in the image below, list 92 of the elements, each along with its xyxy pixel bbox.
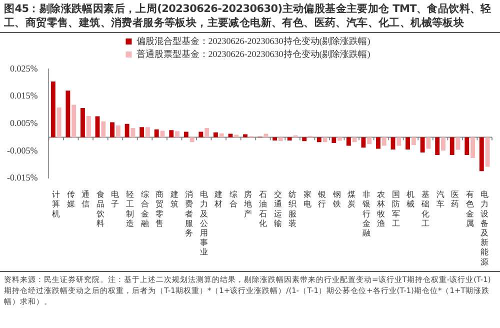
bar [80, 108, 85, 138]
bar [124, 124, 130, 138]
bar [50, 82, 56, 138]
x-tick-label: 食品饮料 [95, 190, 104, 228]
legend-label: 偏股混合型基金：20230626-20230630持仓变动(剔除涨跌幅) [136, 36, 370, 46]
bar [361, 137, 366, 148]
x-tick-label: 石油石化 [258, 190, 267, 228]
bar [338, 137, 342, 141]
x-tick-label: 消费者服务 [185, 190, 194, 238]
x-tick-label: 通信 [82, 190, 90, 209]
x-tick-label: 基础化工 [420, 190, 430, 228]
bar [346, 137, 351, 146]
bar [316, 137, 322, 142]
bar [219, 133, 224, 138]
bar [190, 137, 194, 142]
bar [154, 129, 159, 138]
bar [234, 134, 239, 138]
x-tick-label: 医药 [451, 190, 460, 209]
x-tick-label: 传媒 [66, 190, 75, 209]
bar [278, 137, 283, 142]
y-tick-label: 0.025% [10, 63, 38, 74]
x-tick-label: 机械 [406, 190, 415, 209]
x-tick-label: 有色金属 [466, 190, 474, 228]
x-tick-label: 纺织服装 [288, 190, 297, 228]
bar [352, 137, 357, 142]
bar [450, 137, 454, 155]
bar [470, 137, 476, 158]
bar [485, 137, 490, 167]
bar [146, 127, 150, 138]
bar [441, 137, 446, 151]
y-tick-label: 0.005% [10, 118, 38, 128]
bar [140, 127, 144, 138]
bar [228, 134, 233, 138]
x-tick-label: 商贸零售 [156, 190, 164, 228]
y-tick-label: 0.015% [10, 90, 38, 101]
x-tick-label: 计算机 [52, 190, 60, 218]
x-tick-label: 建材 [214, 190, 223, 209]
bar [302, 137, 307, 142]
x-tick-label: 国防军工 [392, 190, 400, 228]
x-tick-label: 交通运输 [274, 190, 282, 228]
bar [332, 137, 336, 143]
bar [198, 132, 204, 138]
bar [406, 137, 410, 150]
bar [456, 137, 460, 150]
x-tick-label: 煤炭 [348, 190, 356, 209]
bar [264, 134, 268, 138]
x-tick-label: 房地产 [243, 190, 252, 218]
bar [272, 137, 278, 141]
bar [175, 131, 180, 138]
x-tick-label: 建筑 [169, 190, 178, 209]
x-tick-label: 农林牧渔 [376, 190, 386, 228]
x-tick-label: 综合 [229, 190, 238, 209]
bar [382, 137, 386, 146]
y-tick-label: -0.005% [6, 145, 38, 156]
legend-label: 普通股票型基金：20230626-20230630持仓变动(剔除涨跌幅) [136, 48, 370, 59]
bar [101, 121, 106, 138]
x-tick-label: 轻工制造 [126, 190, 134, 228]
bar [86, 116, 91, 138]
bar [213, 132, 218, 138]
x-tick-label: 电力及公用事业 [200, 190, 208, 257]
bar [243, 134, 248, 138]
bar [464, 137, 470, 155]
bar [72, 104, 76, 138]
bar [130, 128, 136, 138]
bar [110, 122, 114, 138]
x-tick-label: 综合金融 [140, 190, 149, 228]
bar [160, 130, 165, 138]
bar [116, 126, 120, 138]
chart-title: 图45：剔除涨跌幅因素后，上周(20230626-20230630)主动偏股基金主要加仓 TMT、食品饮料、轻工、商贸零售、建筑、消费者服务等板块，主要减仓电新、有色、医药、汽车、化工、机械等板块 [0, 0, 500, 33]
y-tick-label: -0.015% [6, 172, 38, 183]
bar [56, 107, 62, 138]
bar [396, 137, 402, 146]
bar [169, 130, 174, 138]
x-tick-label: 银行 [317, 190, 326, 209]
x-tick-label: 非银行金融 [361, 190, 370, 238]
bar [435, 137, 440, 155]
bar [322, 137, 328, 142]
x-tick-label: 家电 [303, 190, 312, 209]
bar [376, 137, 380, 149]
bar [367, 137, 372, 144]
bar [479, 137, 484, 172]
bar [420, 137, 425, 153]
bar [95, 116, 100, 138]
x-tick-label: 电力设备及新能源 [480, 190, 489, 266]
bar [184, 132, 188, 138]
bar [287, 137, 292, 141]
bar [66, 90, 70, 138]
x-tick-label: 钢铁 [332, 190, 341, 209]
x-tick-label: 电子 [111, 190, 120, 209]
x-tick-label: 汽车 [436, 190, 444, 209]
bar [204, 128, 210, 138]
bar [411, 137, 416, 146]
